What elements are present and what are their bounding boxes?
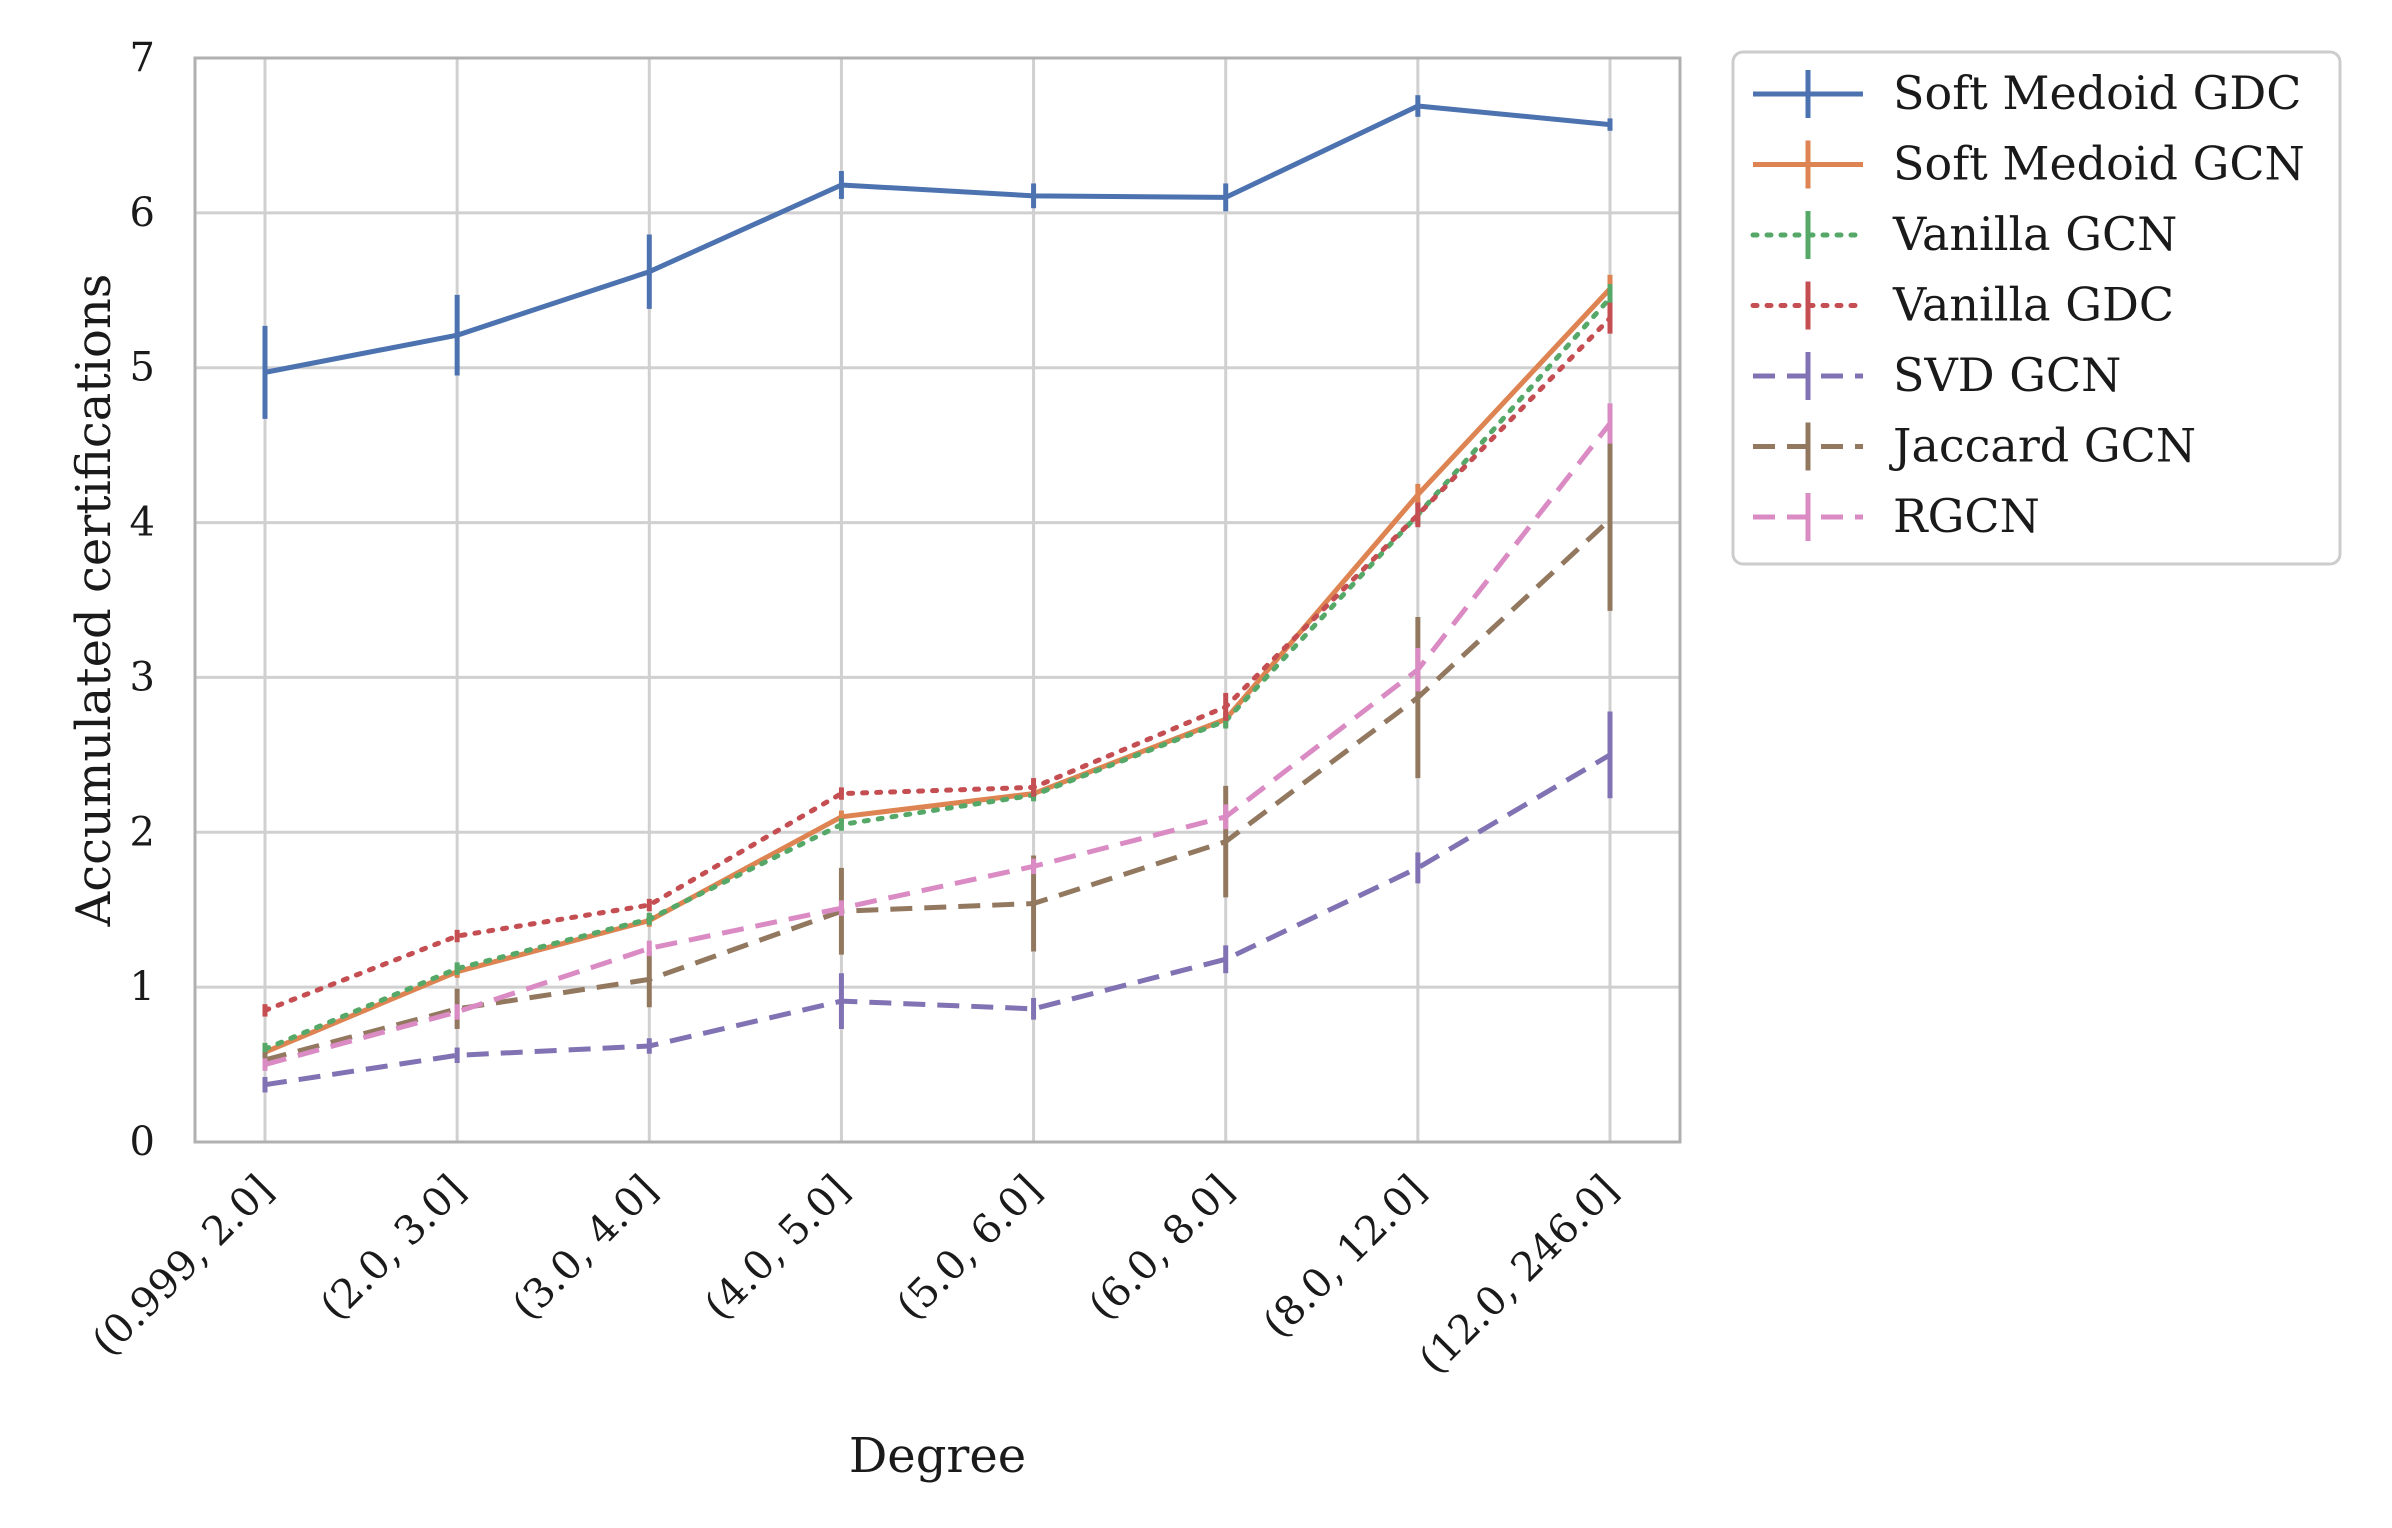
legend-item: Vanilla GCN [1750, 207, 2177, 261]
y-tick-label: 5 [130, 345, 155, 391]
series-line [264, 517, 1612, 1063]
legend-label: Vanilla GCN [1892, 207, 2177, 261]
x-tick-label: (2.0, 3.0] [312, 1167, 475, 1330]
legend-item: Soft Medoid GCN [1753, 137, 2305, 191]
series-line [262, 315, 1613, 1013]
series-vanilla-gdc [262, 302, 1613, 1017]
legend-label: SVD GCN [1893, 348, 2121, 402]
y-tick-label: 0 [130, 1119, 155, 1165]
legend-label: RGCN [1893, 489, 2040, 543]
series-svd-gcn [262, 711, 1613, 1093]
x-axis: (0.999, 2.0] (2.0, 3.0] (3.0, 4.0] (4.0, 5.… [84, 1167, 1628, 1384]
legend-item: Vanilla GDC [1750, 278, 2174, 332]
series-soft-medoid-gcn [262, 274, 1613, 1059]
plot-area [193, 56, 1682, 1144]
legend-label: Soft Medoid GCN [1893, 137, 2305, 191]
grid [195, 56, 1680, 1144]
legend-label: Soft Medoid GDC [1893, 66, 2301, 120]
x-tick-label: (12.0, 246.0] [1411, 1167, 1628, 1384]
legend-item: RGCN [1753, 489, 2040, 543]
x-tick-label: (5.0, 6.0] [888, 1167, 1051, 1330]
legend-item: Soft Medoid GDC [1753, 66, 2301, 120]
x-tick-label: (3.0, 4.0] [504, 1167, 667, 1330]
y-axis: 0 1 2 3 4 5 6 7 [130, 35, 155, 1165]
y-tick-label: 7 [130, 35, 155, 81]
series-line [264, 103, 1611, 375]
y-axis-label: Accumulated certifications [66, 274, 122, 928]
y-tick-label: 3 [130, 654, 155, 700]
series-line [264, 752, 1612, 1088]
legend-label: Vanilla GDC [1892, 278, 2174, 332]
series-layer [262, 95, 1613, 1093]
series-line [264, 421, 1612, 1067]
x-tick-label: (0.999, 2.0] [84, 1167, 283, 1366]
series-soft-medoid-gdc [262, 95, 1613, 419]
y-tick-label: 1 [130, 964, 155, 1010]
y-tick-label: 4 [130, 500, 155, 546]
series-vanilla-gcn [262, 284, 1613, 1056]
x-tick-label: (4.0, 5.0] [696, 1167, 859, 1330]
legend: Soft Medoid GDC Soft Medoid GCN Vanilla GC… [1731, 50, 2342, 566]
legend-item: Jaccard GCN [1753, 419, 2196, 473]
legend-label: Jaccard GCN [1889, 419, 2196, 473]
x-axis-label: Degree [849, 1428, 1026, 1484]
series-line [262, 295, 1613, 1052]
x-tick-label: (8.0, 12.0] [1254, 1167, 1435, 1348]
legend-item: SVD GCN [1753, 348, 2121, 402]
series-line [264, 287, 1612, 1055]
y-tick-label: 2 [130, 809, 155, 855]
x-tick-label: (6.0, 8.0] [1080, 1167, 1243, 1330]
legend-box [1731, 50, 2342, 566]
series-rgcn [262, 403, 1613, 1071]
y-tick-label: 6 [130, 190, 155, 236]
